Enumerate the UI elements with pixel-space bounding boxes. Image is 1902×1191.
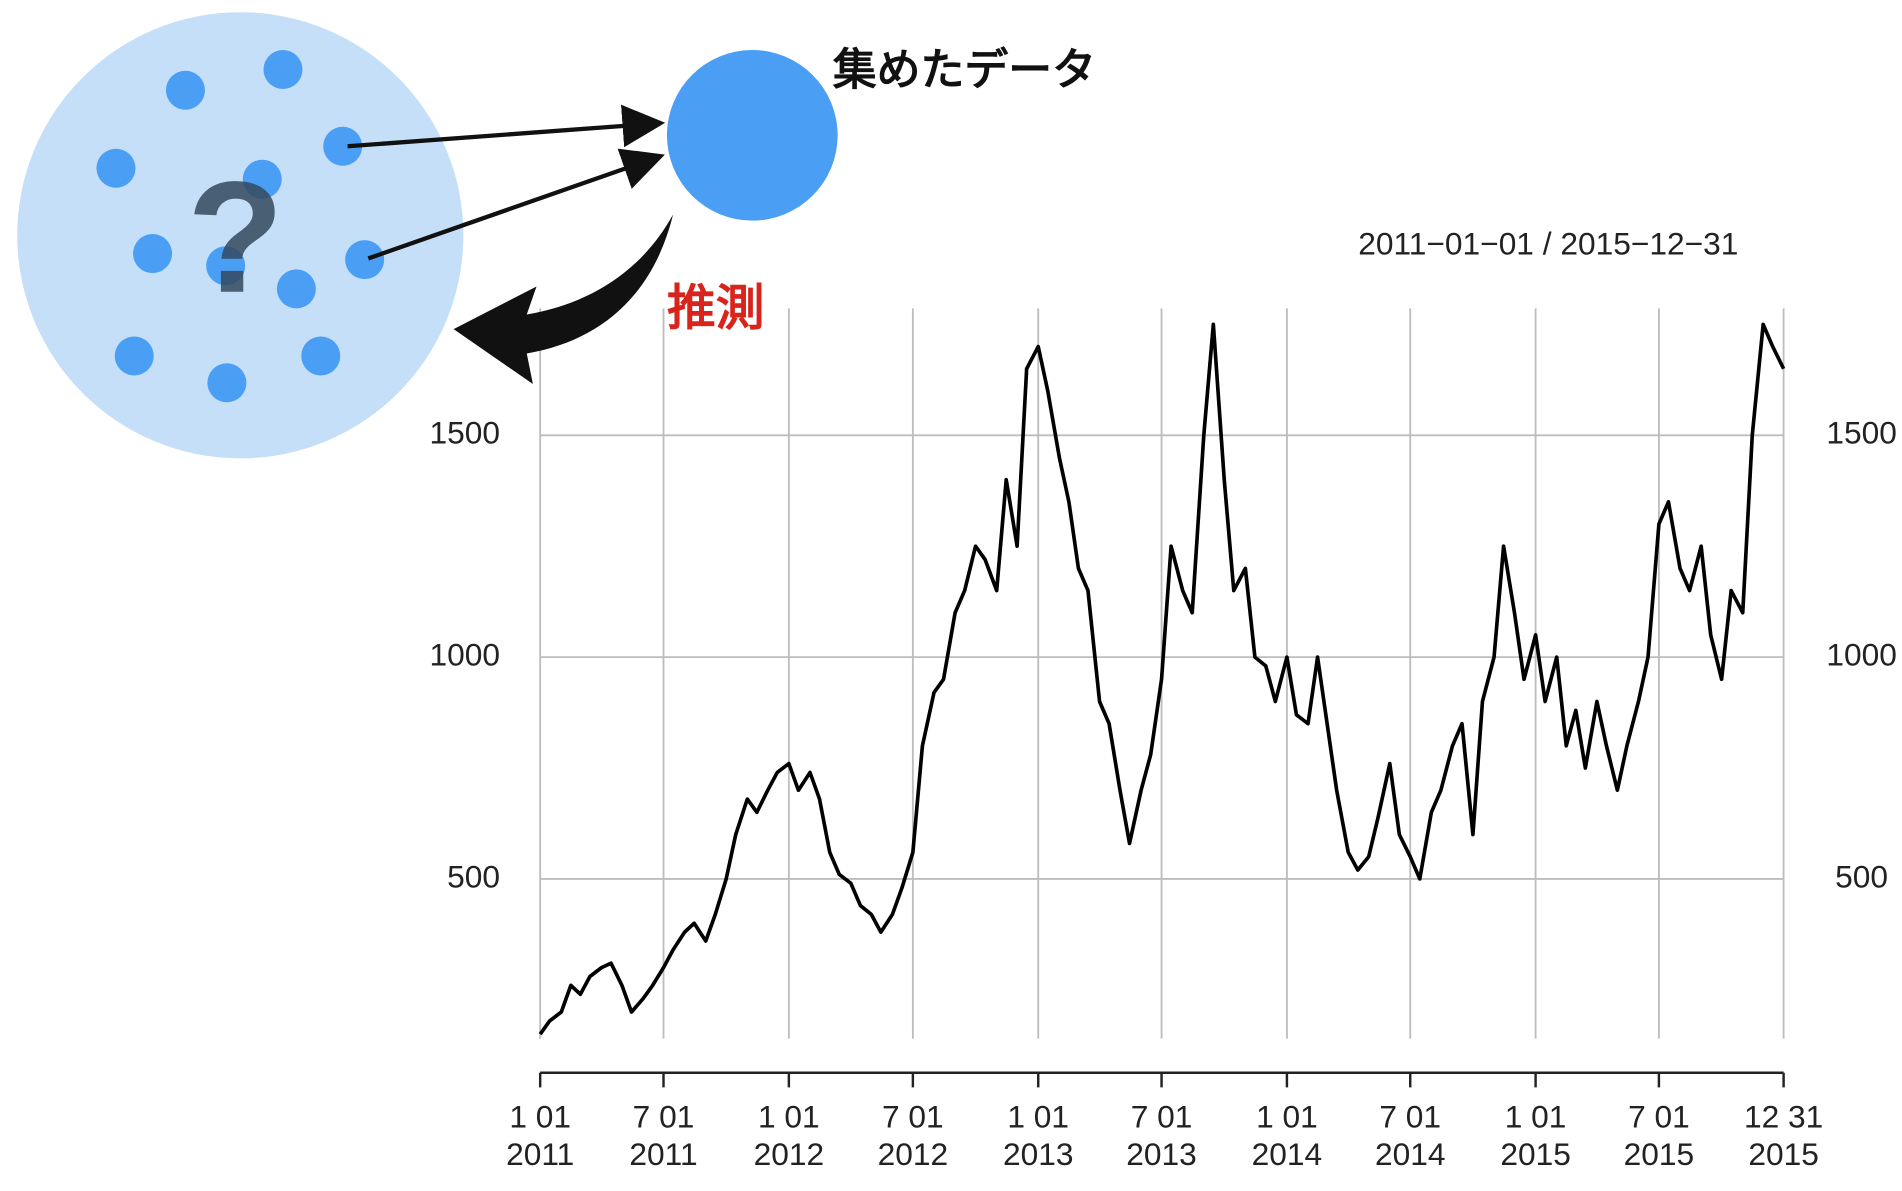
y-tick-label: 1000 — [429, 636, 500, 672]
inference-arrow — [453, 214, 674, 384]
x-tick-label: 7 01 — [1628, 1098, 1690, 1134]
price-line — [538, 322, 1786, 1036]
x-tick-label: 2011 — [506, 1136, 574, 1172]
x-tick-label: 1 01 — [509, 1098, 571, 1134]
grid — [539, 308, 1785, 1039]
x-tick-label: 2015 — [1624, 1136, 1695, 1172]
x-tick-label: 1 01 — [1505, 1098, 1567, 1134]
unknown-mark: ? — [187, 149, 284, 326]
x-tick-label: 12 31 — [1744, 1098, 1823, 1134]
arrow — [347, 104, 666, 149]
y2-tick-label: 1000 — [1826, 636, 1897, 672]
chart-title: 2011−01−01 / 2015−12−31 — [1358, 226, 1738, 262]
y2-tick-label: 1500 — [1826, 415, 1897, 451]
sample — [666, 49, 838, 221]
arrow — [367, 148, 665, 261]
x-tick-label: 7 01 — [633, 1098, 695, 1134]
y-tick-label: 1500 — [429, 415, 500, 451]
x-tick-label: 2011 — [629, 1136, 697, 1172]
x-tick-label: 2015 — [1500, 1136, 1571, 1172]
x-tick-label: 7 01 — [1379, 1098, 1441, 1134]
population-dots — [96, 49, 385, 403]
y-tick-label: 500 — [447, 858, 500, 894]
x-tick-label: 2014 — [1252, 1136, 1323, 1172]
y2-tick-label: 500 — [1835, 858, 1888, 894]
sample-label: 集めたデータ — [832, 45, 1096, 96]
x-tick-label: 2013 — [1126, 1136, 1197, 1172]
x-tick-label: 2015 — [1748, 1136, 1819, 1172]
x-tick-label: 2012 — [878, 1136, 949, 1172]
x-tick-label: 1 01 — [758, 1098, 820, 1134]
x-tick-label: 7 01 — [882, 1098, 944, 1134]
inference-label: 推測 — [667, 280, 764, 337]
x-tick-label: 2013 — [1003, 1136, 1074, 1172]
x-tick-label: 1 01 — [1256, 1098, 1318, 1134]
x-tick-label: 2012 — [754, 1136, 825, 1172]
diagram: ? 集めたデータ 推測 — [17, 12, 1096, 459]
x-tick-label: 7 01 — [1131, 1098, 1193, 1134]
x-tick-label: 2014 — [1375, 1136, 1446, 1172]
x-tick-label: 1 01 — [1007, 1098, 1069, 1134]
